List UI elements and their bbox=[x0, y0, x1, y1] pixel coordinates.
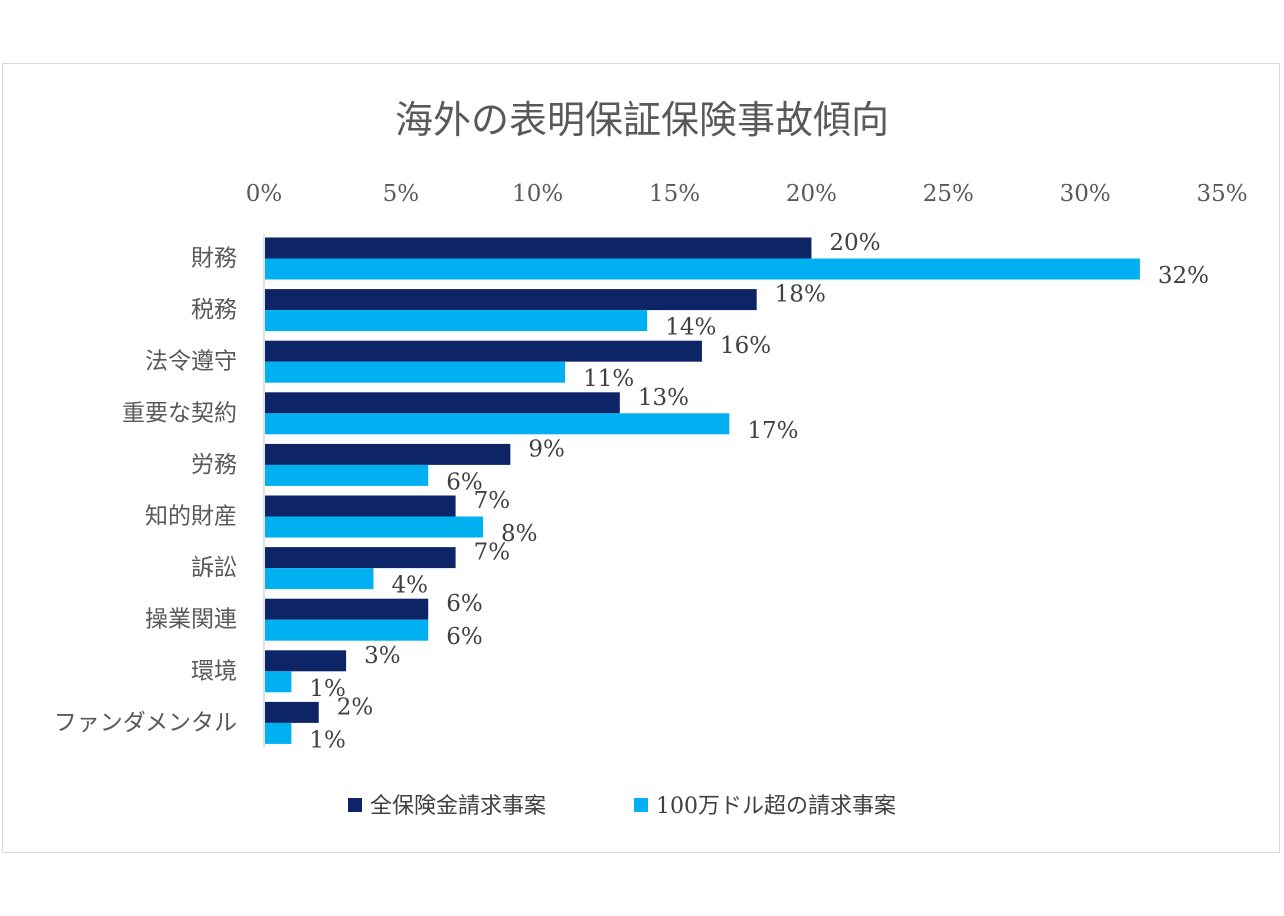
legend-swatch-large-claims bbox=[634, 798, 648, 812]
data-label: 11% bbox=[583, 366, 634, 392]
x-tick-label: 20% bbox=[786, 181, 837, 207]
chart-frame bbox=[2, 63, 1280, 853]
data-label: 18% bbox=[775, 282, 826, 308]
bar-all-claims bbox=[265, 701, 319, 723]
data-label: 6% bbox=[446, 624, 483, 650]
x-tick-label: 35% bbox=[1196, 181, 1247, 207]
bar-all-claims bbox=[265, 340, 702, 362]
x-tick-label: 0% bbox=[246, 181, 283, 207]
data-labels: 20%32%18%14%16%11%13%17%9%6%7%8%7%4%6%6%… bbox=[309, 230, 1209, 753]
data-label: 7% bbox=[474, 488, 511, 514]
legend-label-all-claims: 全保険金請求事案 bbox=[370, 794, 546, 819]
bar-all-claims bbox=[265, 650, 347, 672]
category-label: 財務 bbox=[191, 246, 237, 272]
data-label: 14% bbox=[665, 315, 716, 341]
data-label: 16% bbox=[720, 333, 771, 359]
bar-large-claims bbox=[265, 671, 292, 693]
category-label: 環境 bbox=[191, 658, 237, 684]
bar-large-claims bbox=[265, 568, 374, 590]
legend: 全保険金請求事案 100万ドル超の請求事案 bbox=[348, 794, 896, 819]
bar-all-claims bbox=[265, 598, 429, 620]
data-label: 3% bbox=[364, 643, 401, 669]
x-tick-label: 25% bbox=[923, 181, 974, 207]
category-label: ファンダメンタル bbox=[54, 710, 237, 736]
category-label: 重要な契約 bbox=[122, 400, 237, 426]
data-label: 9% bbox=[528, 436, 565, 462]
data-label: 32% bbox=[1158, 263, 1209, 289]
data-label: 2% bbox=[337, 694, 374, 720]
bars bbox=[265, 237, 1140, 744]
x-axis-ticks: 0% 5% 10% 15% 20% 25% 30% 35% bbox=[246, 181, 1248, 207]
category-label: 法令遵守 bbox=[145, 349, 237, 375]
legend-swatch-all-claims bbox=[348, 798, 362, 812]
data-label: 6% bbox=[446, 591, 483, 617]
category-label: 税務 bbox=[191, 297, 237, 323]
bar-large-claims bbox=[265, 464, 429, 486]
data-label: 1% bbox=[309, 676, 346, 702]
data-label: 17% bbox=[747, 418, 798, 444]
bar-large-claims bbox=[265, 361, 566, 383]
data-label: 7% bbox=[474, 540, 511, 566]
bar-large-claims bbox=[265, 310, 648, 332]
category-label: 訴訟 bbox=[191, 555, 237, 581]
category-label: 操業関連 bbox=[145, 607, 237, 633]
bar-large-claims bbox=[265, 619, 429, 641]
data-label: 1% bbox=[309, 727, 346, 753]
legend-label-large-claims: 100万ドル超の請求事案 bbox=[656, 794, 896, 819]
bar-all-claims bbox=[265, 237, 812, 259]
bar-large-claims bbox=[265, 722, 292, 744]
bar-all-claims bbox=[265, 443, 511, 465]
x-tick-label: 15% bbox=[649, 181, 700, 207]
bar-all-claims bbox=[265, 495, 456, 517]
bar-large-claims bbox=[265, 258, 1140, 280]
bar-all-claims bbox=[265, 547, 456, 569]
data-label: 13% bbox=[638, 385, 689, 411]
data-label: 20% bbox=[829, 230, 880, 256]
bar-large-claims bbox=[265, 516, 483, 538]
bar-all-claims bbox=[265, 392, 620, 414]
category-label: 知的財産 bbox=[145, 504, 237, 530]
data-label: 4% bbox=[391, 573, 428, 599]
x-tick-label: 30% bbox=[1060, 181, 1111, 207]
data-label: 6% bbox=[446, 469, 483, 495]
bar-large-claims bbox=[265, 413, 730, 435]
chart-title: 海外の表明保証保険事故傾向 bbox=[395, 98, 889, 142]
x-tick-label: 5% bbox=[383, 181, 420, 207]
data-label: 8% bbox=[501, 521, 538, 547]
bar-all-claims bbox=[265, 289, 757, 311]
x-tick-label: 10% bbox=[512, 181, 563, 207]
category-label: 労務 bbox=[191, 452, 237, 478]
